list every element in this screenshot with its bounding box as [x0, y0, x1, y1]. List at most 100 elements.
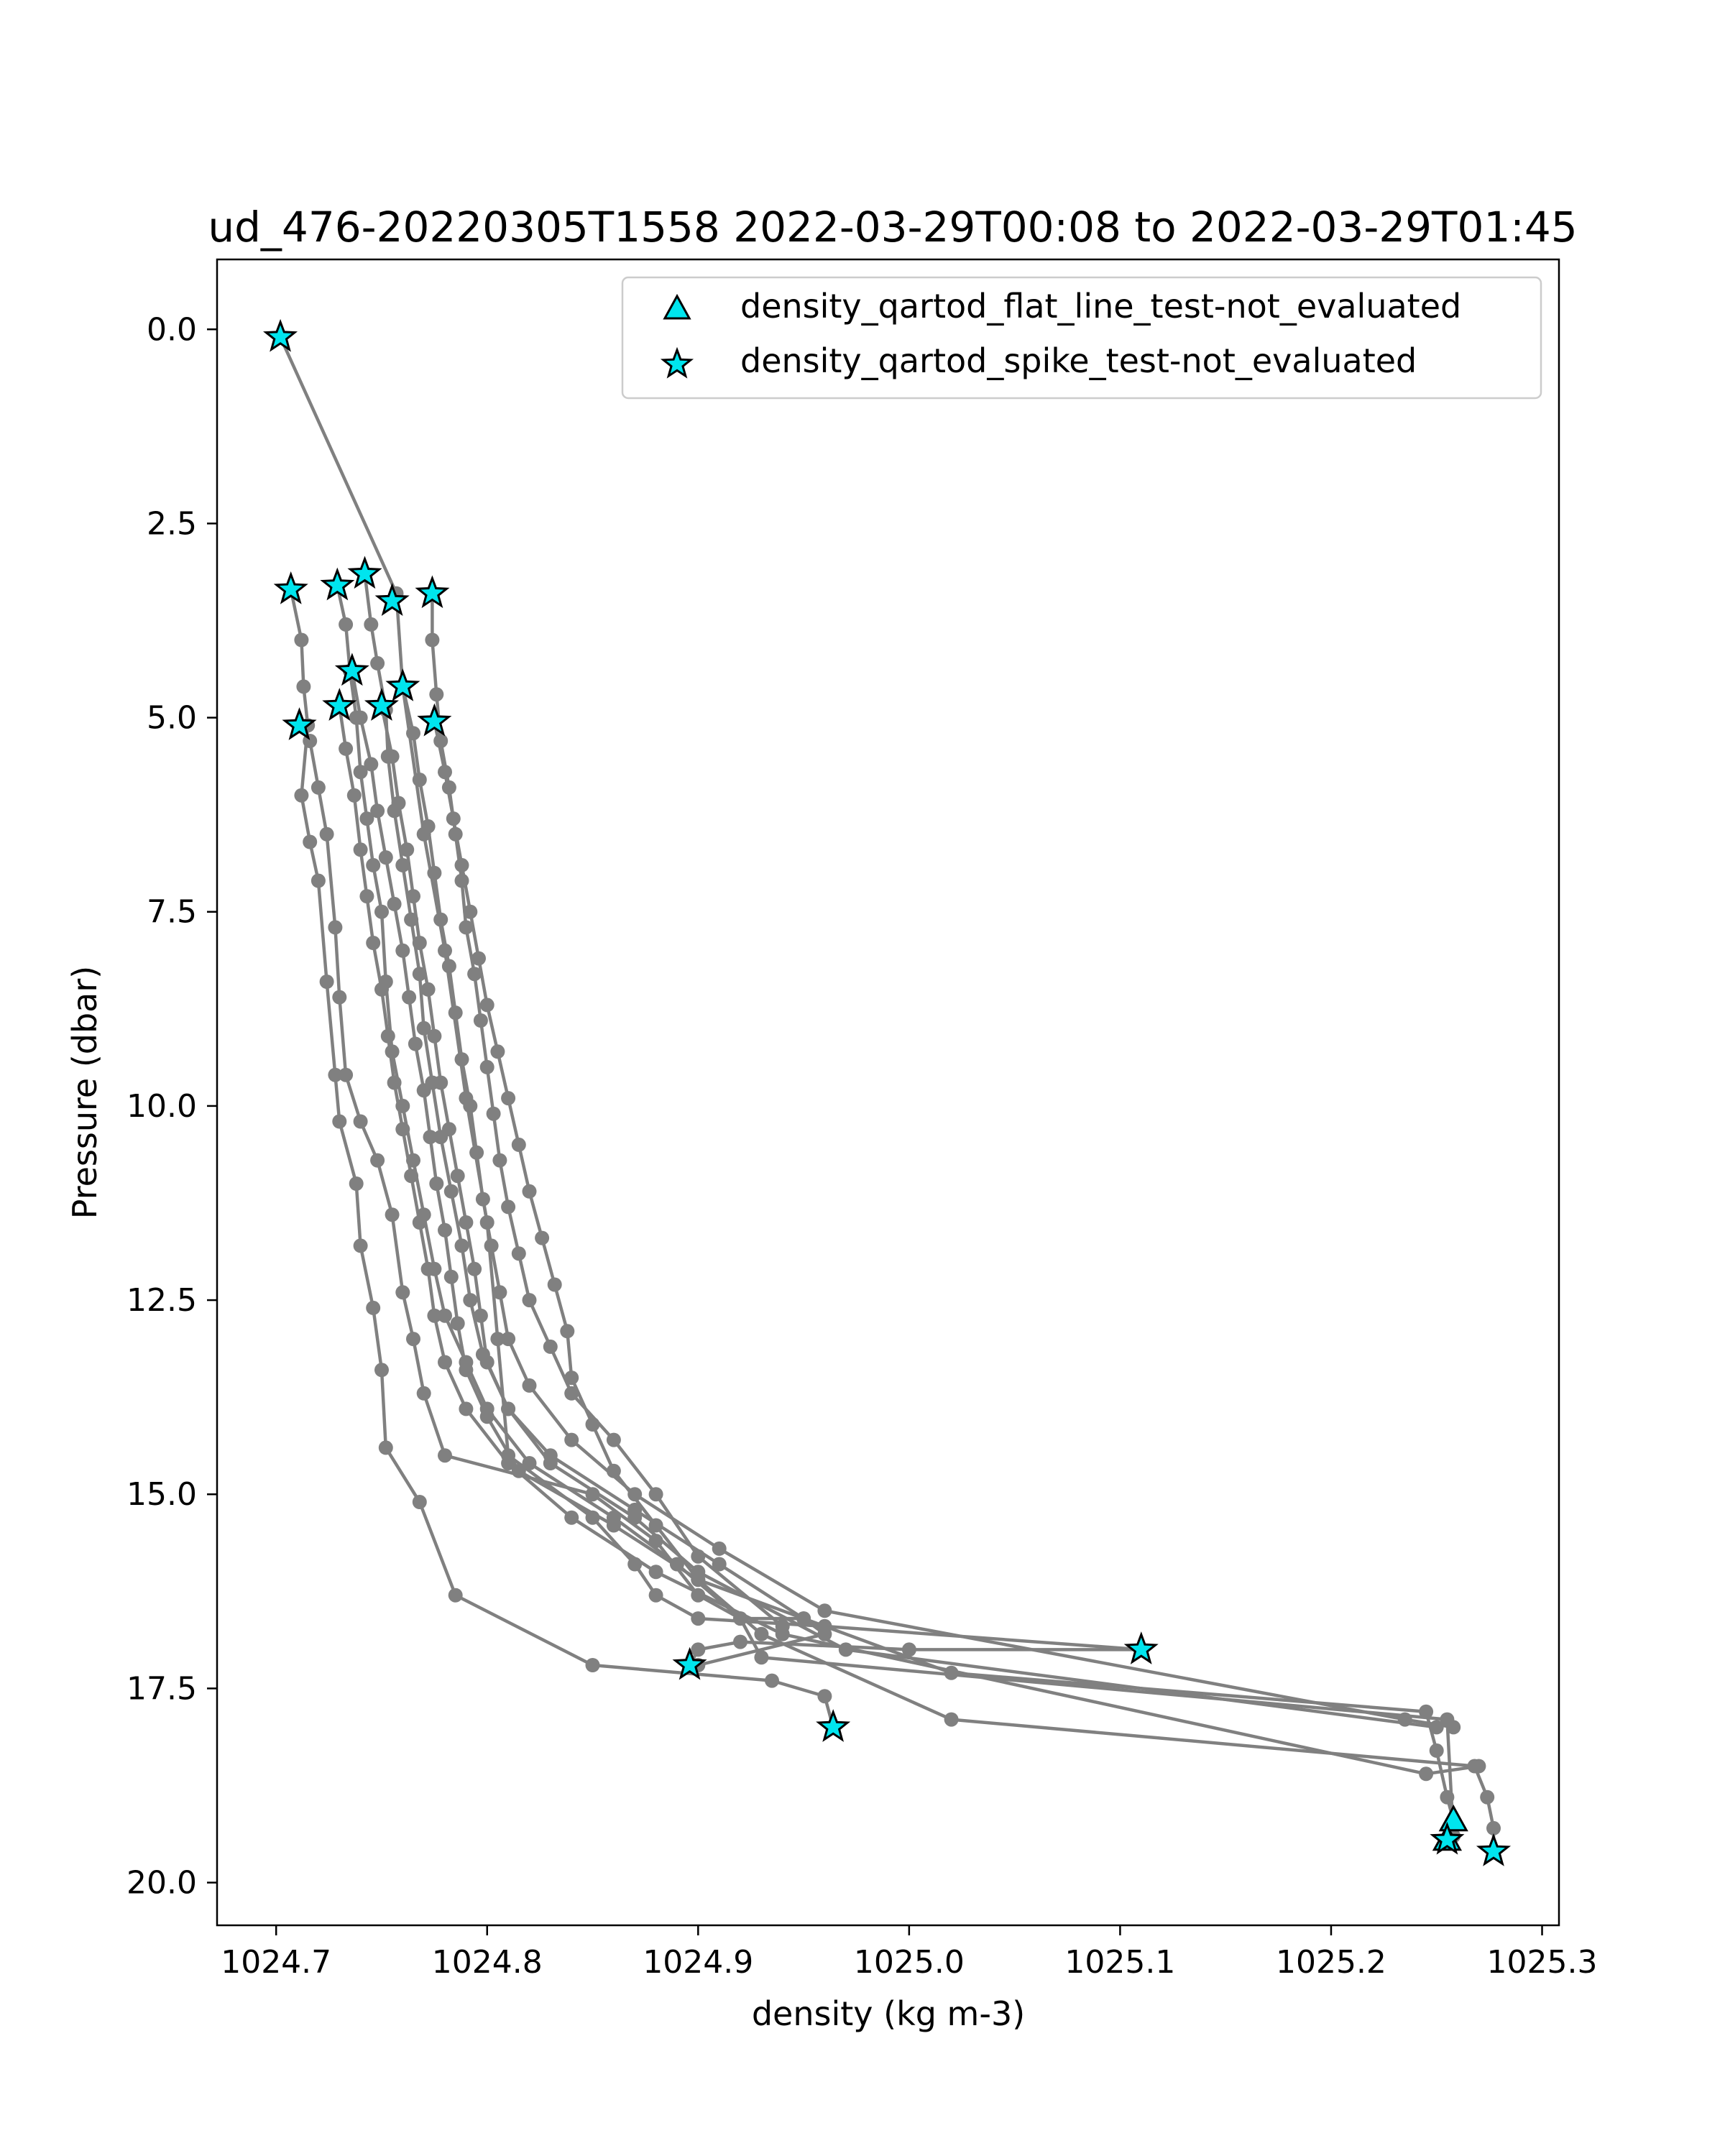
y-tick-label: 17.5 — [126, 1670, 197, 1707]
profile-point — [339, 617, 354, 632]
profile-point — [412, 936, 427, 950]
profile-point — [427, 865, 442, 880]
profile-point — [1429, 1743, 1444, 1758]
profile-point — [501, 1332, 516, 1347]
profile-point — [408, 1036, 423, 1051]
profile-point — [469, 1145, 484, 1160]
profile-point — [454, 1052, 469, 1067]
profile-point — [374, 982, 389, 997]
profile-point — [395, 943, 410, 958]
profile-point — [387, 1075, 402, 1090]
y-tick-label: 15.0 — [126, 1476, 197, 1513]
profile-point — [479, 1355, 494, 1370]
profile-point — [416, 1083, 431, 1098]
profile-point — [412, 773, 427, 787]
profile-point — [353, 710, 368, 725]
profile-point — [332, 990, 347, 1005]
profile-point — [1486, 1820, 1501, 1835]
y-tick-label: 5.0 — [147, 700, 197, 737]
profile-point — [374, 904, 389, 919]
x-axis-label: density (kg m-3) — [752, 1994, 1025, 2033]
legend-label-spike: density_qartod_spike_test-not_evaluated — [740, 341, 1417, 380]
profile-point — [402, 990, 417, 1005]
axes-frame — [216, 258, 1560, 1927]
y-tick-label: 2.5 — [147, 505, 197, 542]
profile-point — [627, 1487, 643, 1502]
profile-point — [339, 1067, 354, 1082]
profile-point — [765, 1673, 779, 1688]
profile-point — [473, 1013, 488, 1028]
profile-point — [454, 857, 469, 872]
profile-point — [364, 617, 379, 632]
profile-point — [429, 1176, 444, 1191]
profile-point — [319, 975, 334, 989]
profile-point — [501, 1091, 516, 1106]
profile-point — [332, 1114, 347, 1129]
profile-point — [420, 1261, 436, 1276]
profile-line — [350, 671, 1496, 1852]
spike-test-marker — [347, 556, 382, 589]
profile-point — [543, 1339, 558, 1354]
profile-point — [691, 1572, 706, 1588]
profile-point — [754, 1650, 769, 1665]
spike-test-marker — [282, 707, 317, 740]
chart-title: ud_476-20220305T1558 2022-03-29T00:08 to… — [208, 203, 1577, 252]
x-tick-label: 1025.0 — [854, 1944, 965, 1981]
profile-point — [427, 1308, 442, 1323]
profile-point — [328, 920, 343, 935]
y-tick-label: 20.0 — [126, 1865, 197, 1902]
profile-point — [585, 1487, 600, 1502]
plot-area — [263, 318, 1512, 1866]
profile-point — [310, 873, 326, 888]
profile-point — [733, 1634, 748, 1649]
profile-point — [416, 1386, 431, 1401]
profile-point — [450, 1169, 465, 1184]
spike-test-marker — [334, 653, 369, 686]
profile-point — [349, 1176, 364, 1191]
profile-point — [560, 1324, 575, 1339]
profile-point — [370, 1153, 385, 1168]
profile-point — [404, 1169, 419, 1184]
profile-point — [353, 842, 368, 857]
profile-point — [423, 1130, 438, 1145]
x-tick-label: 1025.3 — [1487, 1944, 1598, 1981]
legend-label-flat-line: density_qartod_flat_line_test-not_evalua… — [740, 287, 1461, 326]
profile-point — [501, 1199, 516, 1215]
profile-point — [627, 1502, 643, 1517]
profile-point — [438, 1355, 452, 1370]
profile-point — [511, 1246, 526, 1261]
profile-point — [339, 741, 354, 756]
profile-point — [585, 1658, 600, 1672]
profile-point — [522, 1293, 537, 1308]
profile-point — [438, 1308, 452, 1323]
profile-point — [364, 757, 379, 772]
x-tick-label: 1024.8 — [432, 1944, 543, 1981]
profile-point — [441, 1122, 456, 1137]
profile-point — [564, 1386, 579, 1401]
profile-point — [395, 857, 410, 872]
profile-point — [406, 726, 420, 741]
x-tick-label: 1025.2 — [1276, 1944, 1386, 1981]
legend: density_qartod_flat_line_test-not_evalua… — [621, 276, 1542, 400]
profile-point — [400, 842, 415, 857]
profile-point — [463, 1293, 478, 1308]
profile-point — [564, 1370, 579, 1386]
profile-point — [467, 967, 482, 982]
y-axis-label: Pressure (dbar) — [65, 966, 104, 1219]
spike-test-marker — [364, 688, 399, 721]
profile-point — [438, 765, 452, 780]
profile-point — [459, 1215, 474, 1230]
profile-point — [817, 1618, 832, 1634]
profile-point — [366, 857, 381, 872]
profile-point — [374, 1363, 389, 1378]
spike-test-marker — [1430, 1821, 1465, 1855]
x-tick-label: 1024.9 — [643, 1944, 753, 1981]
profile-point — [522, 1378, 537, 1393]
profile-point — [438, 1448, 452, 1463]
profile-point — [450, 1316, 465, 1331]
profile-point — [448, 1588, 463, 1603]
profile-point — [606, 1518, 621, 1533]
profile-point — [535, 1230, 550, 1245]
profile-point — [378, 1440, 393, 1455]
